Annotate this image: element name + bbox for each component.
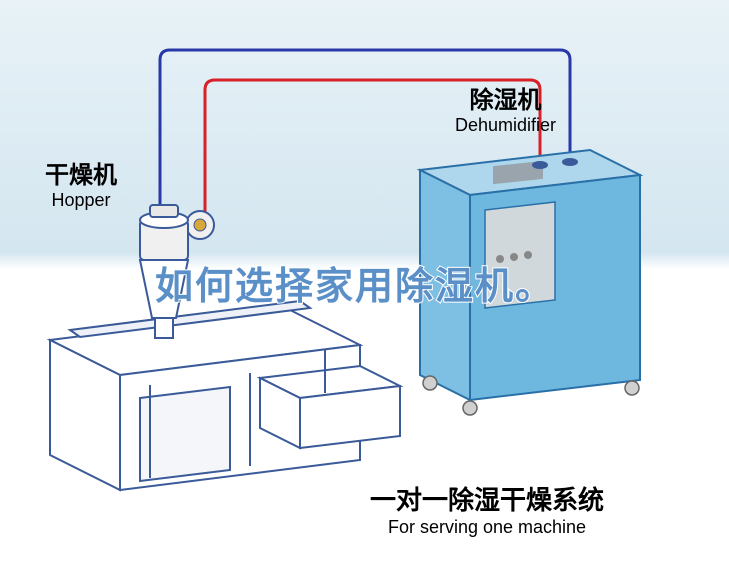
system-label: 一对一除湿干燥系统 For serving one machine (370, 480, 604, 538)
system-label-cn: 一对一除湿干燥系统 (370, 480, 604, 517)
system-label-en: For serving one machine (370, 517, 604, 538)
hopper-label: 干燥机 Hopper (45, 155, 117, 211)
dehumidifier-label-en: Dehumidifier (455, 115, 556, 136)
hopper-label-cn: 干燥机 (45, 155, 117, 190)
dehumidifier-label-cn: 除湿机 (455, 80, 556, 115)
hopper-label-en: Hopper (45, 190, 117, 211)
dehumidifier-label: 除湿机 Dehumidifier (455, 80, 556, 136)
extruder-base (50, 301, 400, 490)
overlay-watermark: 如何选择家用除湿机。 (155, 255, 555, 310)
